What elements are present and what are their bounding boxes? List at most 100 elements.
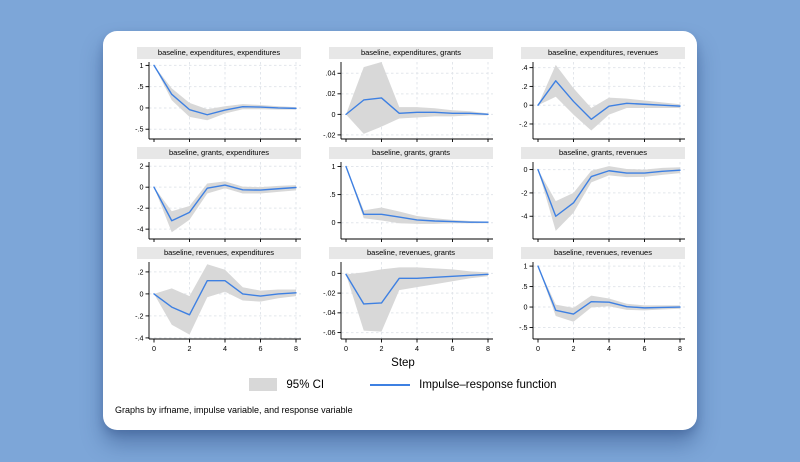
irf-plot: .2 0 -.2 -.4 0 2 4 6 8: [135, 262, 301, 353]
subplot-title: baseline, revenues, grants: [329, 247, 493, 259]
irf-plot: 2 0 -2 -4: [137, 162, 301, 242]
y-tick-label: -4: [521, 212, 527, 221]
subplot-baseline-expenditures-revenues: baseline, expenditures, revenues .4 .2 0 -.2: [501, 47, 689, 142]
y-tick-label: 0: [332, 269, 336, 278]
x-tick-label: 2: [380, 344, 384, 353]
y-tick-label: -.04: [323, 308, 335, 317]
y-tick-label: -4: [137, 225, 143, 234]
irf-line: [537, 80, 681, 120]
y-tick-label: -.5: [519, 323, 527, 332]
irf-plot: 0 -.02 -.04 -.06 0 2 4 6 8: [323, 262, 493, 353]
y-tick-label: 1: [140, 61, 144, 70]
x-tick-label: 6: [259, 344, 263, 353]
irf-legend-line: [370, 383, 411, 386]
y-tick-label: 0: [140, 183, 144, 192]
y-tick-label: 0: [524, 101, 528, 110]
irf-line: [345, 165, 489, 223]
x-tick-label: 8: [486, 344, 490, 353]
irf-line: [537, 265, 681, 315]
confidence-band: [154, 264, 296, 335]
irf-line: [153, 64, 297, 116]
x-tick-label: 8: [678, 344, 682, 353]
legend: 95% CI Impulse–response function: [117, 378, 689, 391]
y-tick-label: -.2: [135, 311, 143, 320]
irf-plot: 1.50: [330, 162, 493, 242]
confidence-band: [538, 166, 680, 231]
x-tick-label: 2: [572, 344, 576, 353]
confidence-band: [538, 64, 680, 131]
irf-plot: .4 .2 0 -.2: [519, 62, 685, 142]
irf-line: [345, 273, 489, 305]
y-tick-label: .02: [326, 89, 336, 98]
y-tick-label: -.06: [323, 328, 335, 337]
subplot-title: baseline, grants, grants: [329, 147, 493, 159]
y-tick-label: .2: [522, 82, 528, 91]
x-tick-label: 4: [223, 344, 227, 353]
subplot-title: baseline, expenditures, grants: [329, 47, 493, 59]
irf-line: [537, 168, 681, 217]
irf-legend-label: Impulse–response function: [419, 378, 557, 391]
irf-plot: 0 -2 -4: [521, 162, 685, 242]
irf-small-multiples: baseline, expenditures, expenditures 1.5 0…: [117, 47, 697, 354]
subplot-baseline-expenditures-expenditures: baseline, expenditures, expenditures 1 .5 0…: [117, 47, 305, 142]
y-tick-label: 1: [524, 262, 528, 271]
subplot-title: baseline, expenditures, expenditures: [137, 47, 301, 59]
x-tick-label: 8: [294, 344, 298, 353]
x-tick-label: 6: [643, 344, 647, 353]
y-tick-label: 1: [332, 162, 336, 171]
ci-legend-label: 95% CI: [286, 378, 325, 391]
x-axis-title: Step: [391, 357, 415, 369]
x-tick-label: 6: [451, 344, 455, 353]
y-tick-label: .5: [138, 82, 144, 91]
x-tick-label: 4: [607, 344, 611, 353]
y-tick-label: 0: [140, 289, 144, 298]
irf-line: [153, 184, 297, 222]
y-tick-label: -.4: [135, 333, 143, 342]
y-tick-label: -.2: [519, 119, 527, 128]
x-tick-label: 0: [152, 344, 156, 353]
y-tick-label: -2: [521, 188, 527, 197]
figure-note: Graphs by irfname, impulse variable, and…: [115, 405, 353, 415]
y-tick-label: .5: [330, 190, 336, 199]
irf-plot: 1 .5 0 -.5: [135, 61, 301, 142]
confidence-band: [346, 62, 488, 134]
y-tick-label: 0: [140, 103, 144, 112]
y-tick-label: .04: [326, 69, 336, 78]
subplot-title: baseline, revenues, expenditures: [137, 247, 301, 259]
y-tick-label: 0: [332, 218, 336, 227]
subplot-title: baseline, expenditures, revenues: [521, 47, 685, 59]
x-tick-label: 4: [415, 344, 419, 353]
confidence-band: [346, 267, 488, 332]
confidence-band: [154, 181, 296, 233]
subplot-baseline-grants-grants: baseline, grants, grants 1.5 0: [309, 147, 497, 242]
irf-plot: .04 .02 0 -.02: [323, 62, 493, 142]
subplot-title: baseline, revenues, revenues: [521, 247, 685, 259]
y-tick-label: -2: [137, 204, 143, 213]
subplot-baseline-revenues-expenditures: baseline, revenues, expenditures .2 0 -.2 -.…: [117, 247, 305, 354]
y-tick-label: .5: [522, 282, 528, 291]
confidence-band: [346, 166, 488, 224]
x-tick-label: 0: [344, 344, 348, 353]
irf-line: [153, 280, 297, 316]
x-tick-label: 2: [188, 344, 192, 353]
x-tick-label: 0: [536, 344, 540, 353]
subplot-baseline-grants-revenues: baseline, grants, revenues 0 -2 -4: [501, 147, 689, 242]
y-tick-label: .2: [138, 267, 144, 276]
y-tick-label: 0: [332, 110, 336, 119]
irf-figure-card: baseline, expenditures, expenditures 1.5 0…: [103, 31, 697, 430]
irf-line: [345, 97, 489, 116]
subplot-title: baseline, grants, expenditures: [137, 147, 301, 159]
subplot-baseline-revenues-grants: baseline, revenues, grants 0 -.02 -.04 -.06 0…: [309, 247, 497, 354]
ci-legend-swatch: [249, 378, 278, 391]
subplot-baseline-revenues-revenues: baseline, revenues, revenues 1 .5 0 -.5 0 2 4 6 8: [501, 247, 689, 354]
y-tick-label: .4: [522, 63, 528, 72]
subplot-title: baseline, grants, revenues: [521, 147, 685, 159]
y-tick-label: -.02: [323, 130, 335, 139]
subplot-baseline-expenditures-grants: baseline, expenditures, grants .04 .02 0 -.0…: [309, 47, 497, 142]
irf-plot: 1 .5 0 -.5 0 2 4 6 8: [519, 262, 685, 353]
y-tick-label: -.5: [135, 125, 143, 134]
y-tick-label: 2: [140, 162, 144, 171]
y-tick-label: 0: [524, 302, 528, 311]
y-tick-label: 0: [524, 165, 528, 174]
subplot-baseline-grants-expenditures: baseline, grants, expenditures 2 0 -2 -4: [117, 147, 305, 242]
